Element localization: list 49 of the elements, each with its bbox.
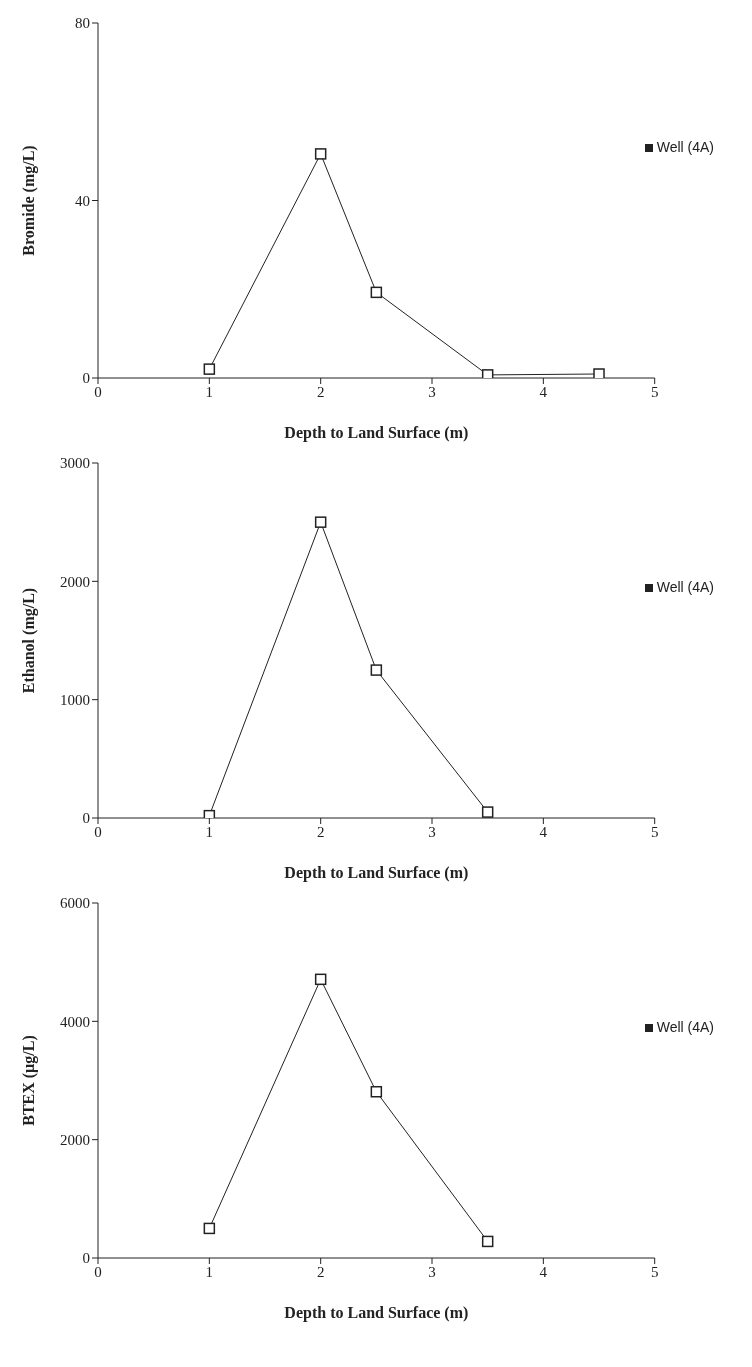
x-tick-label: 0 (94, 823, 102, 840)
legend-label: Well (4A) (656, 579, 714, 595)
x-tick-label: 3 (428, 1263, 436, 1280)
y-axis-title: Bromide (mg/L) (19, 145, 38, 256)
x-axis-title: Depth to Land Surface (m) (284, 1304, 469, 1322)
legend-label: Well (4A) (656, 1019, 714, 1035)
x-tick-label: 1 (205, 1263, 214, 1280)
point (203, 1222, 216, 1235)
x-tick-label: 3 (428, 383, 436, 400)
point (481, 1235, 494, 1248)
x-tick-label: 2 (316, 1263, 325, 1280)
y-tick-label: 3000 (60, 455, 90, 472)
y-tick-label: 0 (82, 370, 90, 387)
point (370, 664, 383, 676)
y-tick-label: 1000 (60, 691, 90, 708)
y-tick-label: 80 (75, 15, 90, 32)
point (593, 368, 605, 378)
y-tick-label: 0 (82, 1250, 90, 1267)
y-axis-title: BTEX (µg/L) (19, 1035, 38, 1126)
x-tick-label: 4 (539, 383, 548, 400)
x-tick-label: 0 (94, 1263, 102, 1280)
point (314, 516, 327, 528)
x-tick-label: 4 (539, 823, 548, 840)
x-axis-title: Depth to Land Surface (m) (284, 424, 469, 442)
point (314, 973, 327, 986)
x-tick-label: 1 (205, 383, 214, 400)
x-tick-label: 5 (650, 823, 659, 840)
x-tick-label: 3 (428, 823, 436, 840)
x-tick-label: 5 (650, 383, 659, 400)
x-tick-label: 5 (650, 1263, 659, 1280)
x-tick-label: 1 (205, 823, 214, 840)
x-tick-label: 2 (316, 823, 325, 840)
y-tick-label: 40 (75, 192, 90, 209)
y-tick-label: 2000 (60, 1131, 90, 1148)
y-tick-label: 4000 (60, 1013, 90, 1030)
x-tick-label: 0 (94, 383, 102, 400)
point (203, 363, 216, 375)
x-tick-label: 2 (316, 383, 325, 400)
y-tick-label: 6000 (60, 895, 90, 912)
y-axis-title: Ethanol (mg/L) (19, 587, 38, 694)
point (370, 286, 383, 299)
y-tick-label: 2000 (60, 573, 90, 590)
point (314, 148, 327, 160)
point (481, 806, 494, 818)
x-tick-label: 4 (539, 1263, 548, 1280)
legend-label: Well (4A) (656, 139, 714, 155)
point (370, 1085, 383, 1098)
y-tick-label: 0 (82, 810, 90, 827)
x-axis-title: Depth to Land Surface (m) (284, 864, 469, 882)
